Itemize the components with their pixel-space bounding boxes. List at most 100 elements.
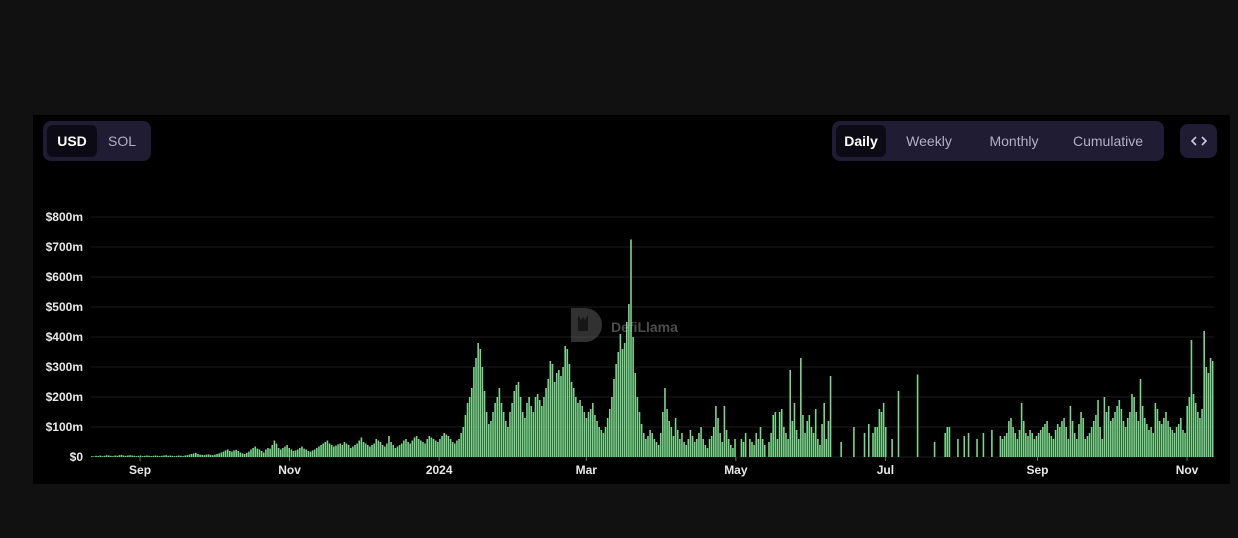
bar[interactable] xyxy=(1188,397,1191,457)
bar[interactable] xyxy=(451,442,454,457)
bar[interactable] xyxy=(186,455,189,457)
bar[interactable] xyxy=(460,433,462,457)
bar[interactable] xyxy=(564,346,566,457)
bar[interactable] xyxy=(504,421,507,457)
bar[interactable] xyxy=(1071,421,1074,457)
bar[interactable] xyxy=(156,455,159,457)
bar[interactable] xyxy=(689,430,692,457)
bar[interactable] xyxy=(1001,439,1004,457)
bar[interactable] xyxy=(241,453,244,457)
period-option-daily[interactable]: Daily xyxy=(836,125,886,157)
bar[interactable] xyxy=(330,445,333,457)
bar[interactable] xyxy=(1029,430,1031,457)
bar[interactable] xyxy=(1169,427,1172,457)
bar[interactable] xyxy=(783,427,785,457)
bar[interactable] xyxy=(528,397,530,457)
bar[interactable] xyxy=(751,442,753,457)
bar[interactable] xyxy=(812,433,815,457)
bar[interactable] xyxy=(492,412,494,457)
bar[interactable] xyxy=(946,427,949,457)
bar[interactable] xyxy=(774,412,777,457)
bar[interactable] xyxy=(1067,439,1070,457)
bar[interactable] xyxy=(538,400,541,457)
bar[interactable] xyxy=(133,455,136,457)
bar[interactable] xyxy=(1207,373,1210,457)
bar[interactable] xyxy=(685,445,687,457)
bar[interactable] xyxy=(1095,415,1097,457)
bar[interactable] xyxy=(1093,421,1095,457)
bar[interactable] xyxy=(526,403,528,457)
bar[interactable] xyxy=(808,415,811,457)
bar[interactable] xyxy=(1163,418,1165,457)
bar[interactable] xyxy=(723,406,726,457)
bar[interactable] xyxy=(696,439,698,457)
bar[interactable] xyxy=(1203,331,1205,457)
bar[interactable] xyxy=(483,391,486,457)
bar[interactable] xyxy=(468,397,471,457)
bar[interactable] xyxy=(581,406,583,457)
bar[interactable] xyxy=(810,427,813,457)
bar[interactable] xyxy=(967,433,970,457)
bar[interactable] xyxy=(470,388,473,457)
bar[interactable] xyxy=(1008,421,1010,457)
bar[interactable] xyxy=(530,406,533,457)
bar[interactable] xyxy=(500,403,503,457)
bar[interactable] xyxy=(91,456,93,457)
bar[interactable] xyxy=(1186,406,1188,457)
bar[interactable] xyxy=(178,455,180,458)
bar[interactable] xyxy=(1211,361,1214,457)
bar[interactable] xyxy=(757,439,760,457)
bar[interactable] xyxy=(214,454,216,457)
bar[interactable] xyxy=(97,456,99,457)
period-option-monthly[interactable]: Monthly xyxy=(989,133,1039,149)
bar[interactable] xyxy=(434,440,437,458)
bar[interactable] xyxy=(269,448,271,457)
bar[interactable] xyxy=(655,442,658,457)
bar[interactable] xyxy=(354,445,356,457)
bar[interactable] xyxy=(681,433,683,457)
bar[interactable] xyxy=(1101,439,1104,457)
bar[interactable] xyxy=(933,442,936,457)
bar[interactable] xyxy=(386,443,388,458)
bar[interactable] xyxy=(1158,421,1161,457)
bar[interactable] xyxy=(288,448,291,457)
bar[interactable] xyxy=(333,446,335,458)
bar[interactable] xyxy=(203,455,206,457)
currency-option-usd[interactable]: USD xyxy=(47,125,97,157)
bar[interactable] xyxy=(1033,439,1036,457)
bar[interactable] xyxy=(345,443,348,458)
bar[interactable] xyxy=(199,454,201,457)
bar[interactable] xyxy=(190,454,193,457)
bar[interactable] xyxy=(205,454,208,457)
bar[interactable] xyxy=(1209,358,1212,457)
bar[interactable] xyxy=(664,388,666,457)
bar[interactable] xyxy=(1082,418,1084,457)
bar[interactable] xyxy=(1005,433,1008,457)
bar[interactable] xyxy=(324,442,327,457)
bar[interactable] xyxy=(462,427,465,457)
bar[interactable] xyxy=(770,433,772,457)
bar[interactable] xyxy=(560,376,562,457)
bar[interactable] xyxy=(713,427,715,457)
bar[interactable] xyxy=(795,430,798,457)
bar[interactable] xyxy=(1059,427,1061,457)
bar[interactable] xyxy=(405,439,407,457)
bar[interactable] xyxy=(454,443,456,458)
bar[interactable] xyxy=(458,439,460,457)
bar[interactable] xyxy=(305,449,307,458)
bar[interactable] xyxy=(277,448,280,457)
bar[interactable] xyxy=(1199,418,1201,457)
bar[interactable] xyxy=(245,452,248,457)
bar[interactable] xyxy=(265,449,267,458)
bar[interactable] xyxy=(715,406,717,457)
bar[interactable] xyxy=(216,454,218,457)
bar[interactable] xyxy=(999,436,1002,457)
bar[interactable] xyxy=(373,443,375,458)
bar[interactable] xyxy=(800,358,802,457)
bar[interactable] xyxy=(420,440,422,458)
bar[interactable] xyxy=(116,455,119,457)
bar[interactable] xyxy=(188,454,191,457)
bar[interactable] xyxy=(583,412,586,457)
bar[interactable] xyxy=(120,454,123,457)
bar[interactable] xyxy=(1165,412,1167,457)
